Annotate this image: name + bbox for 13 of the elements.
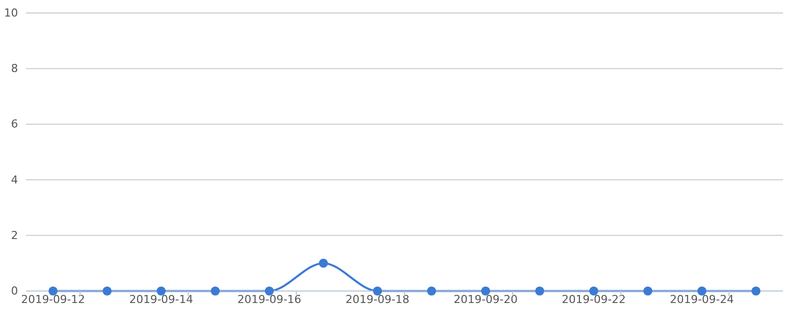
x-tick-label: 2019-09-16 (237, 292, 302, 306)
y-tick-label: 0 (11, 284, 18, 298)
x-tick-label: 2019-09-20 (454, 292, 518, 306)
x-tick-label: 2019-09-18 (345, 292, 410, 306)
x-tick-label: 2019-09-14 (129, 292, 194, 306)
y-tick-label: 6 (11, 118, 18, 131)
x-tick-label: 2019-09-22 (562, 292, 626, 306)
y-tick-label: 4 (11, 173, 18, 186)
y-tick-label: 10 (4, 6, 18, 20)
y-tick-label: 2 (11, 228, 18, 242)
x-tick-label: 2019-09-24 (670, 292, 734, 306)
x-tick-label: 2019-09-12 (21, 292, 86, 306)
y-tick-label: 8 (11, 62, 18, 76)
